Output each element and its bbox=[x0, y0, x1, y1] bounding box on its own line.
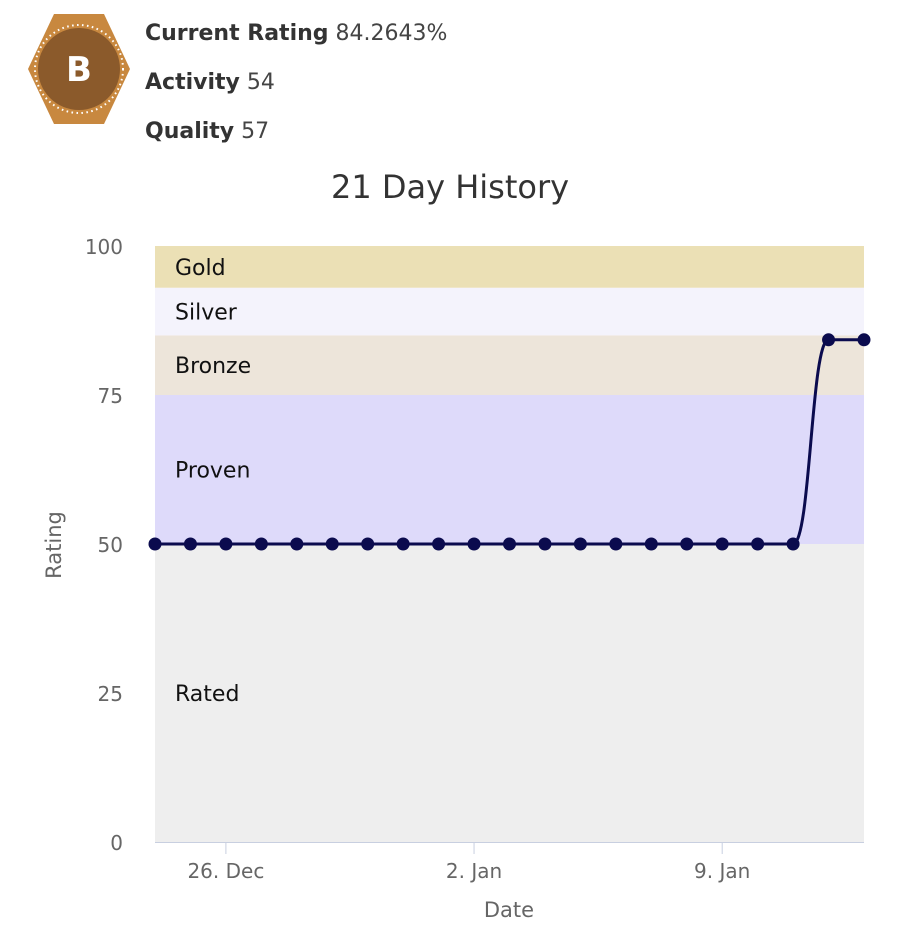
y-tick-label: 100 bbox=[85, 235, 123, 259]
data-point bbox=[715, 537, 729, 551]
quality-label: Quality bbox=[145, 119, 235, 144]
series-line bbox=[155, 338, 864, 546]
y-axis-title: Rating bbox=[42, 511, 66, 579]
band-label-bronze: Bronze bbox=[175, 354, 251, 379]
data-point bbox=[822, 333, 836, 347]
band-label-gold: Gold bbox=[175, 256, 226, 281]
history-chart: 21 Day History Rated Proven Bronze Silver Go… bbox=[0, 150, 906, 944]
rating-badge: B bbox=[26, 12, 132, 126]
x-axis-title: Date bbox=[484, 898, 534, 922]
data-point bbox=[609, 537, 623, 551]
y-tick-label: 50 bbox=[98, 533, 123, 557]
band-rated bbox=[155, 544, 864, 842]
activity-label: Activity bbox=[145, 70, 240, 95]
data-point bbox=[680, 537, 694, 551]
data-point bbox=[325, 537, 339, 551]
data-point bbox=[361, 537, 375, 551]
chart-title: 21 Day History bbox=[331, 168, 569, 206]
data-point bbox=[219, 537, 233, 551]
data-point bbox=[857, 333, 871, 347]
x-tick-label: 9. Jan bbox=[694, 859, 750, 883]
current-rating-label: Current Rating bbox=[145, 21, 329, 46]
badge-medallion bbox=[38, 28, 120, 110]
quality-value: 57 bbox=[241, 119, 270, 144]
band-label-proven: Proven bbox=[175, 459, 250, 484]
y-tick-label: 0 bbox=[110, 831, 123, 855]
current-rating-row: Current Rating 84.2643% bbox=[145, 9, 447, 58]
rating-stats: Current Rating 84.2643% Activity 54 Qual… bbox=[145, 9, 447, 156]
activity-row: Activity 54 bbox=[145, 58, 447, 107]
band-proven bbox=[155, 395, 864, 544]
activity-value: 54 bbox=[246, 70, 275, 95]
band-gold bbox=[155, 246, 864, 288]
band-silver bbox=[155, 287, 864, 336]
data-point bbox=[503, 537, 516, 551]
badge-dotted-ring bbox=[34, 24, 124, 114]
hexagon-badge-icon: B bbox=[28, 14, 130, 124]
band-label-rated: Rated bbox=[175, 682, 239, 707]
data-point bbox=[538, 537, 552, 551]
x-tick-label: 2. Jan bbox=[446, 859, 502, 883]
band-label-silver: Silver bbox=[175, 301, 238, 326]
badge-letter: B bbox=[66, 50, 92, 90]
data-point bbox=[396, 537, 410, 551]
x-tick-label: 26. Dec bbox=[187, 859, 264, 883]
data-point bbox=[786, 537, 800, 551]
band-bronze bbox=[155, 335, 864, 395]
data-point bbox=[254, 537, 268, 551]
data-point bbox=[290, 537, 304, 551]
y-tick-label: 75 bbox=[98, 384, 123, 408]
data-point bbox=[432, 537, 446, 551]
data-point bbox=[573, 537, 587, 551]
history-chart-svg: 21 Day History Rated Proven Bronze Silver Go… bbox=[42, 168, 871, 922]
current-rating-value: 84.2643% bbox=[335, 21, 448, 46]
data-point bbox=[467, 537, 481, 551]
data-point bbox=[644, 537, 658, 551]
data-point bbox=[148, 537, 162, 551]
data-point bbox=[183, 537, 197, 551]
quality-row: Quality 57 bbox=[145, 107, 447, 156]
y-tick-label: 25 bbox=[98, 682, 123, 706]
data-point bbox=[751, 537, 765, 551]
